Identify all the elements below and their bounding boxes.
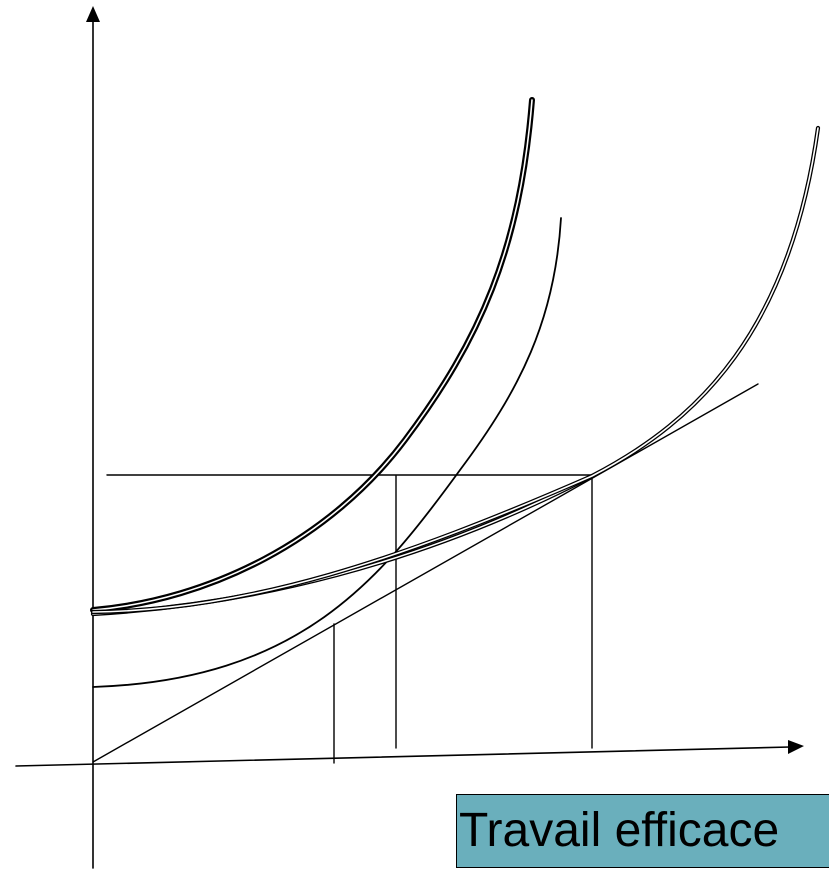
thin-curve <box>92 217 562 688</box>
x-axis <box>15 746 791 767</box>
x-axis-label-box: Travail efficace <box>456 794 829 868</box>
flat-double-curve <box>90 473 595 617</box>
x-axis-label: Travail efficace <box>459 804 780 857</box>
flat-double-curve-gap <box>92 475 593 615</box>
y-axis-arrow-icon <box>86 6 100 22</box>
bold-double-curve-gap <box>92 99 533 611</box>
x-axis-arrow-icon <box>788 740 804 754</box>
tangent-ray <box>92 383 759 763</box>
wide-double-curve-gap <box>92 127 819 613</box>
